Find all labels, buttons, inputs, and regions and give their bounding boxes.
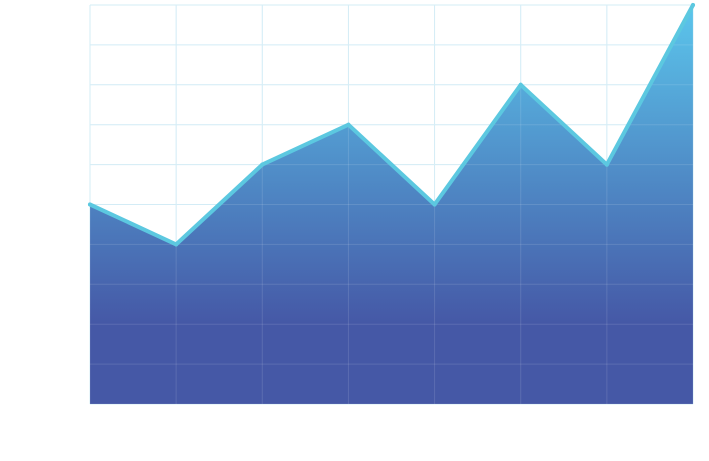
data-point	[260, 162, 265, 167]
data-point	[346, 122, 351, 127]
line-layer	[88, 3, 695, 247]
data-point	[691, 3, 695, 7]
series-line-segment	[174, 162, 265, 247]
data-point	[174, 242, 179, 247]
data-point	[432, 202, 437, 207]
series-line-segment	[604, 3, 695, 167]
grid-overlay	[89, 4, 694, 405]
area-layer	[90, 5, 693, 404]
series-line-segment	[518, 82, 609, 167]
series-line-segment	[88, 202, 179, 247]
data-point	[88, 202, 92, 207]
series-line-segment	[432, 82, 523, 207]
series-line-segment	[346, 122, 437, 207]
series-line-segment	[260, 122, 351, 167]
data-point	[604, 162, 609, 167]
data-point	[518, 82, 523, 87]
area-fill	[90, 5, 693, 404]
